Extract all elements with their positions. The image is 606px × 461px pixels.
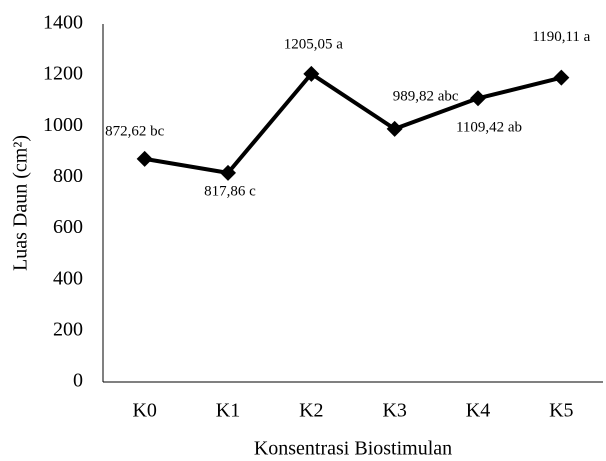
marker xyxy=(553,69,570,86)
y-tick-label: 1400 xyxy=(43,12,83,34)
marker xyxy=(136,150,153,167)
marker xyxy=(386,120,403,137)
data-label: 1190,11 a xyxy=(532,29,590,45)
x-tick-label: K5 xyxy=(549,400,573,422)
data-label: 872,62 bc xyxy=(105,123,165,139)
y-tick-label: 200 xyxy=(53,318,83,340)
y-tick-label: 0 xyxy=(73,370,83,392)
data-label: 1109,42 ab xyxy=(456,120,522,136)
x-tick-label: K2 xyxy=(299,400,323,422)
y-tick-label: 1200 xyxy=(43,63,83,85)
data-label: 817,86 c xyxy=(204,183,256,199)
x-tick-label: K4 xyxy=(466,400,490,422)
data-label: 1205,05 a xyxy=(284,36,344,52)
line xyxy=(144,71,562,175)
y-tick-label: 800 xyxy=(53,165,83,187)
x-tick-label: K1 xyxy=(216,400,240,422)
marker xyxy=(303,65,320,82)
y-tick-label: 1000 xyxy=(43,114,83,136)
y-tick-label: 600 xyxy=(53,216,83,238)
marker xyxy=(220,164,236,181)
marker xyxy=(470,90,486,107)
y-axis-title: Luas Daun (cm²) xyxy=(10,135,32,271)
x-tick-label: K3 xyxy=(382,400,406,422)
x-axis-title: Konsentrasi Biostimulan xyxy=(254,438,452,460)
data-label: 989,82 abc xyxy=(393,88,459,104)
y-tick-label: 400 xyxy=(53,267,83,289)
x-tick-label: K0 xyxy=(132,400,156,422)
